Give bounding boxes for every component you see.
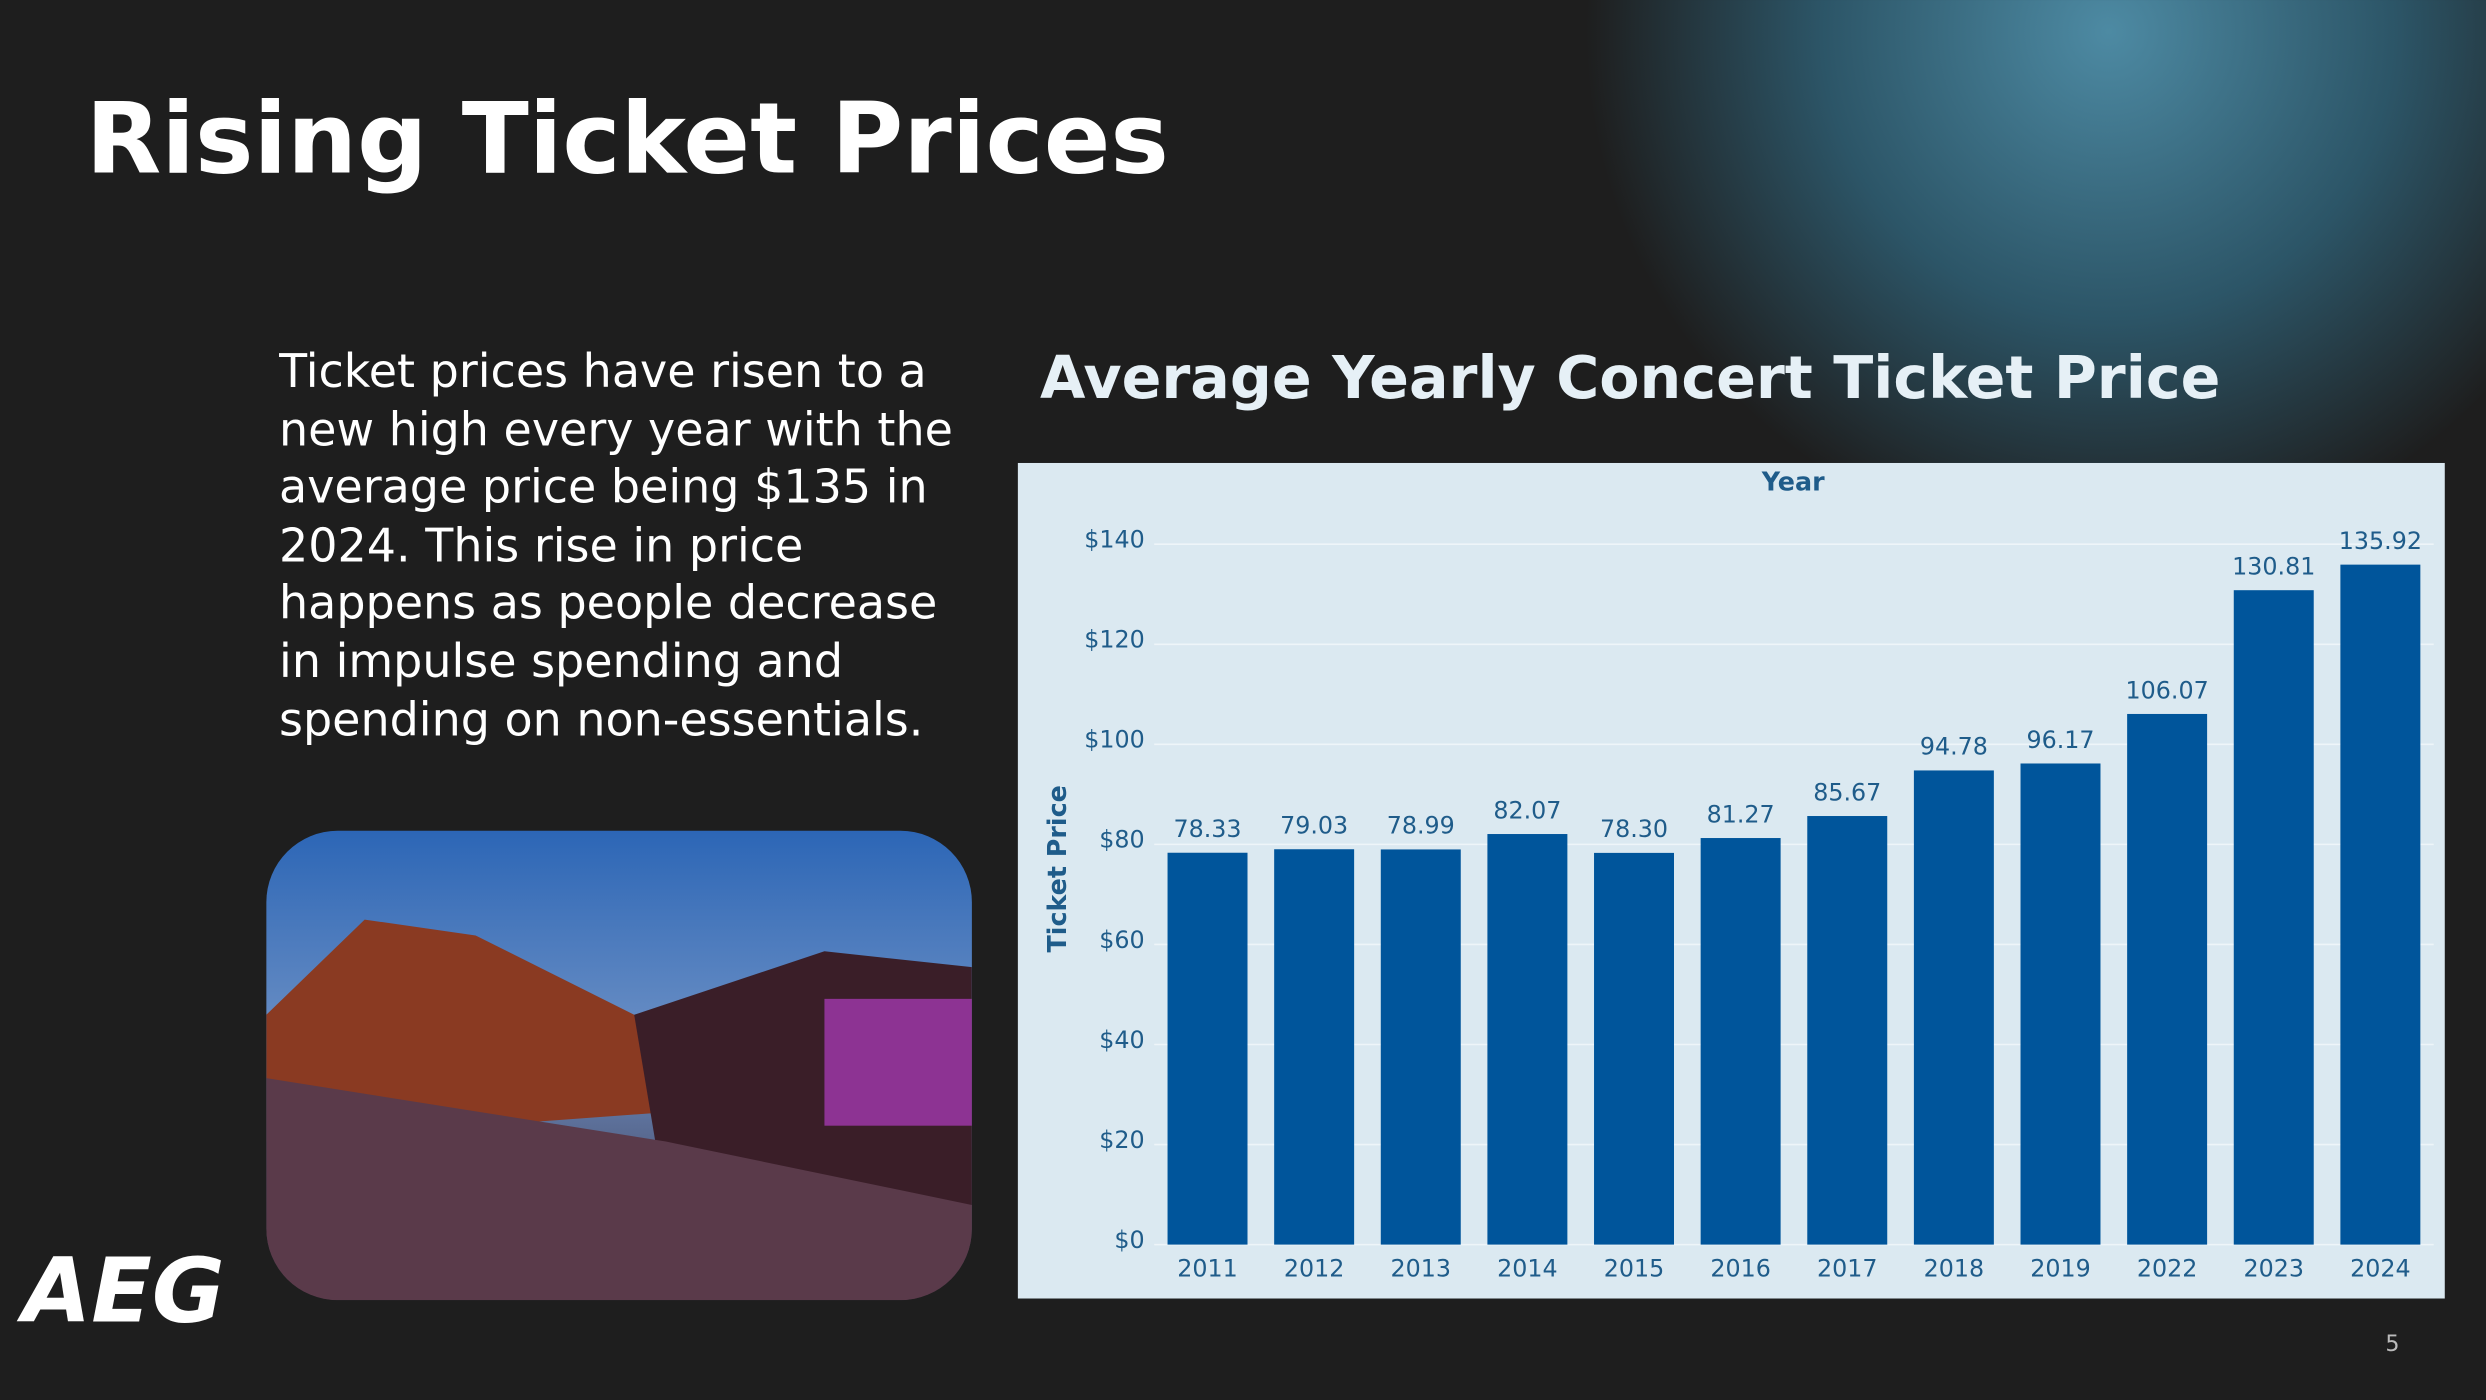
bar: [1700, 838, 1781, 1245]
slide-title: Rising Ticket Prices: [86, 83, 1169, 197]
logo: AEG: [17, 1239, 225, 1342]
data-label: 85.67: [1813, 778, 1881, 806]
x-tick-label: 2018: [1924, 1254, 1984, 1282]
x-tick-label: 2019: [2030, 1254, 2090, 1282]
x-tick-label: 2014: [1497, 1254, 1557, 1282]
data-label: 78.33: [1174, 815, 1242, 843]
y-axis-title: Ticket Price: [1042, 785, 1072, 952]
x-axis-title: Year: [1761, 467, 1825, 497]
x-tick-label: 2016: [1710, 1254, 1770, 1282]
x-tick-label: 2015: [1604, 1254, 1664, 1282]
photo: [266, 830, 972, 1301]
data-label: 96.17: [2026, 726, 2094, 754]
x-tick-label: 2013: [1391, 1254, 1451, 1282]
y-tick-label: $80: [1099, 826, 1144, 854]
data-label: 78.99: [1387, 812, 1455, 840]
chart-title: Average Yearly Concert Ticket Price: [1040, 344, 2220, 412]
data-label: 78.30: [1600, 815, 1668, 843]
data-label: 79.03: [1280, 812, 1348, 840]
photo-lights: [824, 998, 972, 1126]
y-tick-label: $0: [1114, 1226, 1144, 1254]
bar: [1594, 852, 1674, 1245]
x-tick-label: 2012: [1284, 1254, 1344, 1282]
y-tick-label: $140: [1084, 526, 1144, 554]
y-tick-label: $60: [1099, 926, 1144, 954]
bar: [1167, 852, 1248, 1245]
x-tick-label: 2023: [2244, 1254, 2304, 1282]
y-tick-label: $20: [1099, 1126, 1144, 1154]
y-tick-label: $40: [1099, 1026, 1144, 1054]
body-text: Ticket prices have risen to a new high e…: [279, 344, 953, 747]
data-label: 81.27: [1707, 800, 1775, 828]
data-label: 135.92: [2339, 527, 2422, 555]
bar: [1380, 849, 1461, 1245]
x-tick-label: 2022: [2137, 1254, 2197, 1282]
x-tick-label: 2011: [1177, 1254, 1237, 1282]
body-text-box: Ticket prices have risen to a new high e…: [279, 344, 953, 747]
y-tick-label: $120: [1084, 626, 1144, 654]
x-tick-label: 2017: [1817, 1254, 1877, 1282]
y-tick-label: $100: [1084, 726, 1144, 754]
photo-rock: [266, 919, 698, 1142]
x-tick-label: 2024: [2350, 1254, 2410, 1282]
data-label: 106.07: [2126, 676, 2209, 704]
bar: [2020, 763, 2101, 1245]
data-label: 130.81: [2232, 552, 2315, 580]
bar: [2233, 590, 2314, 1245]
bar: [1913, 770, 1994, 1245]
bar: [1807, 816, 1888, 1245]
bar: [1274, 849, 1355, 1245]
data-label: 82.07: [1493, 796, 1561, 824]
page-number: 5: [2385, 1331, 2399, 1357]
bar: [2127, 713, 2208, 1245]
photo-crowd: [266, 1078, 972, 1301]
bar: [2340, 564, 2421, 1245]
data-label: 94.78: [1920, 733, 1988, 761]
bar: [1487, 834, 1568, 1245]
